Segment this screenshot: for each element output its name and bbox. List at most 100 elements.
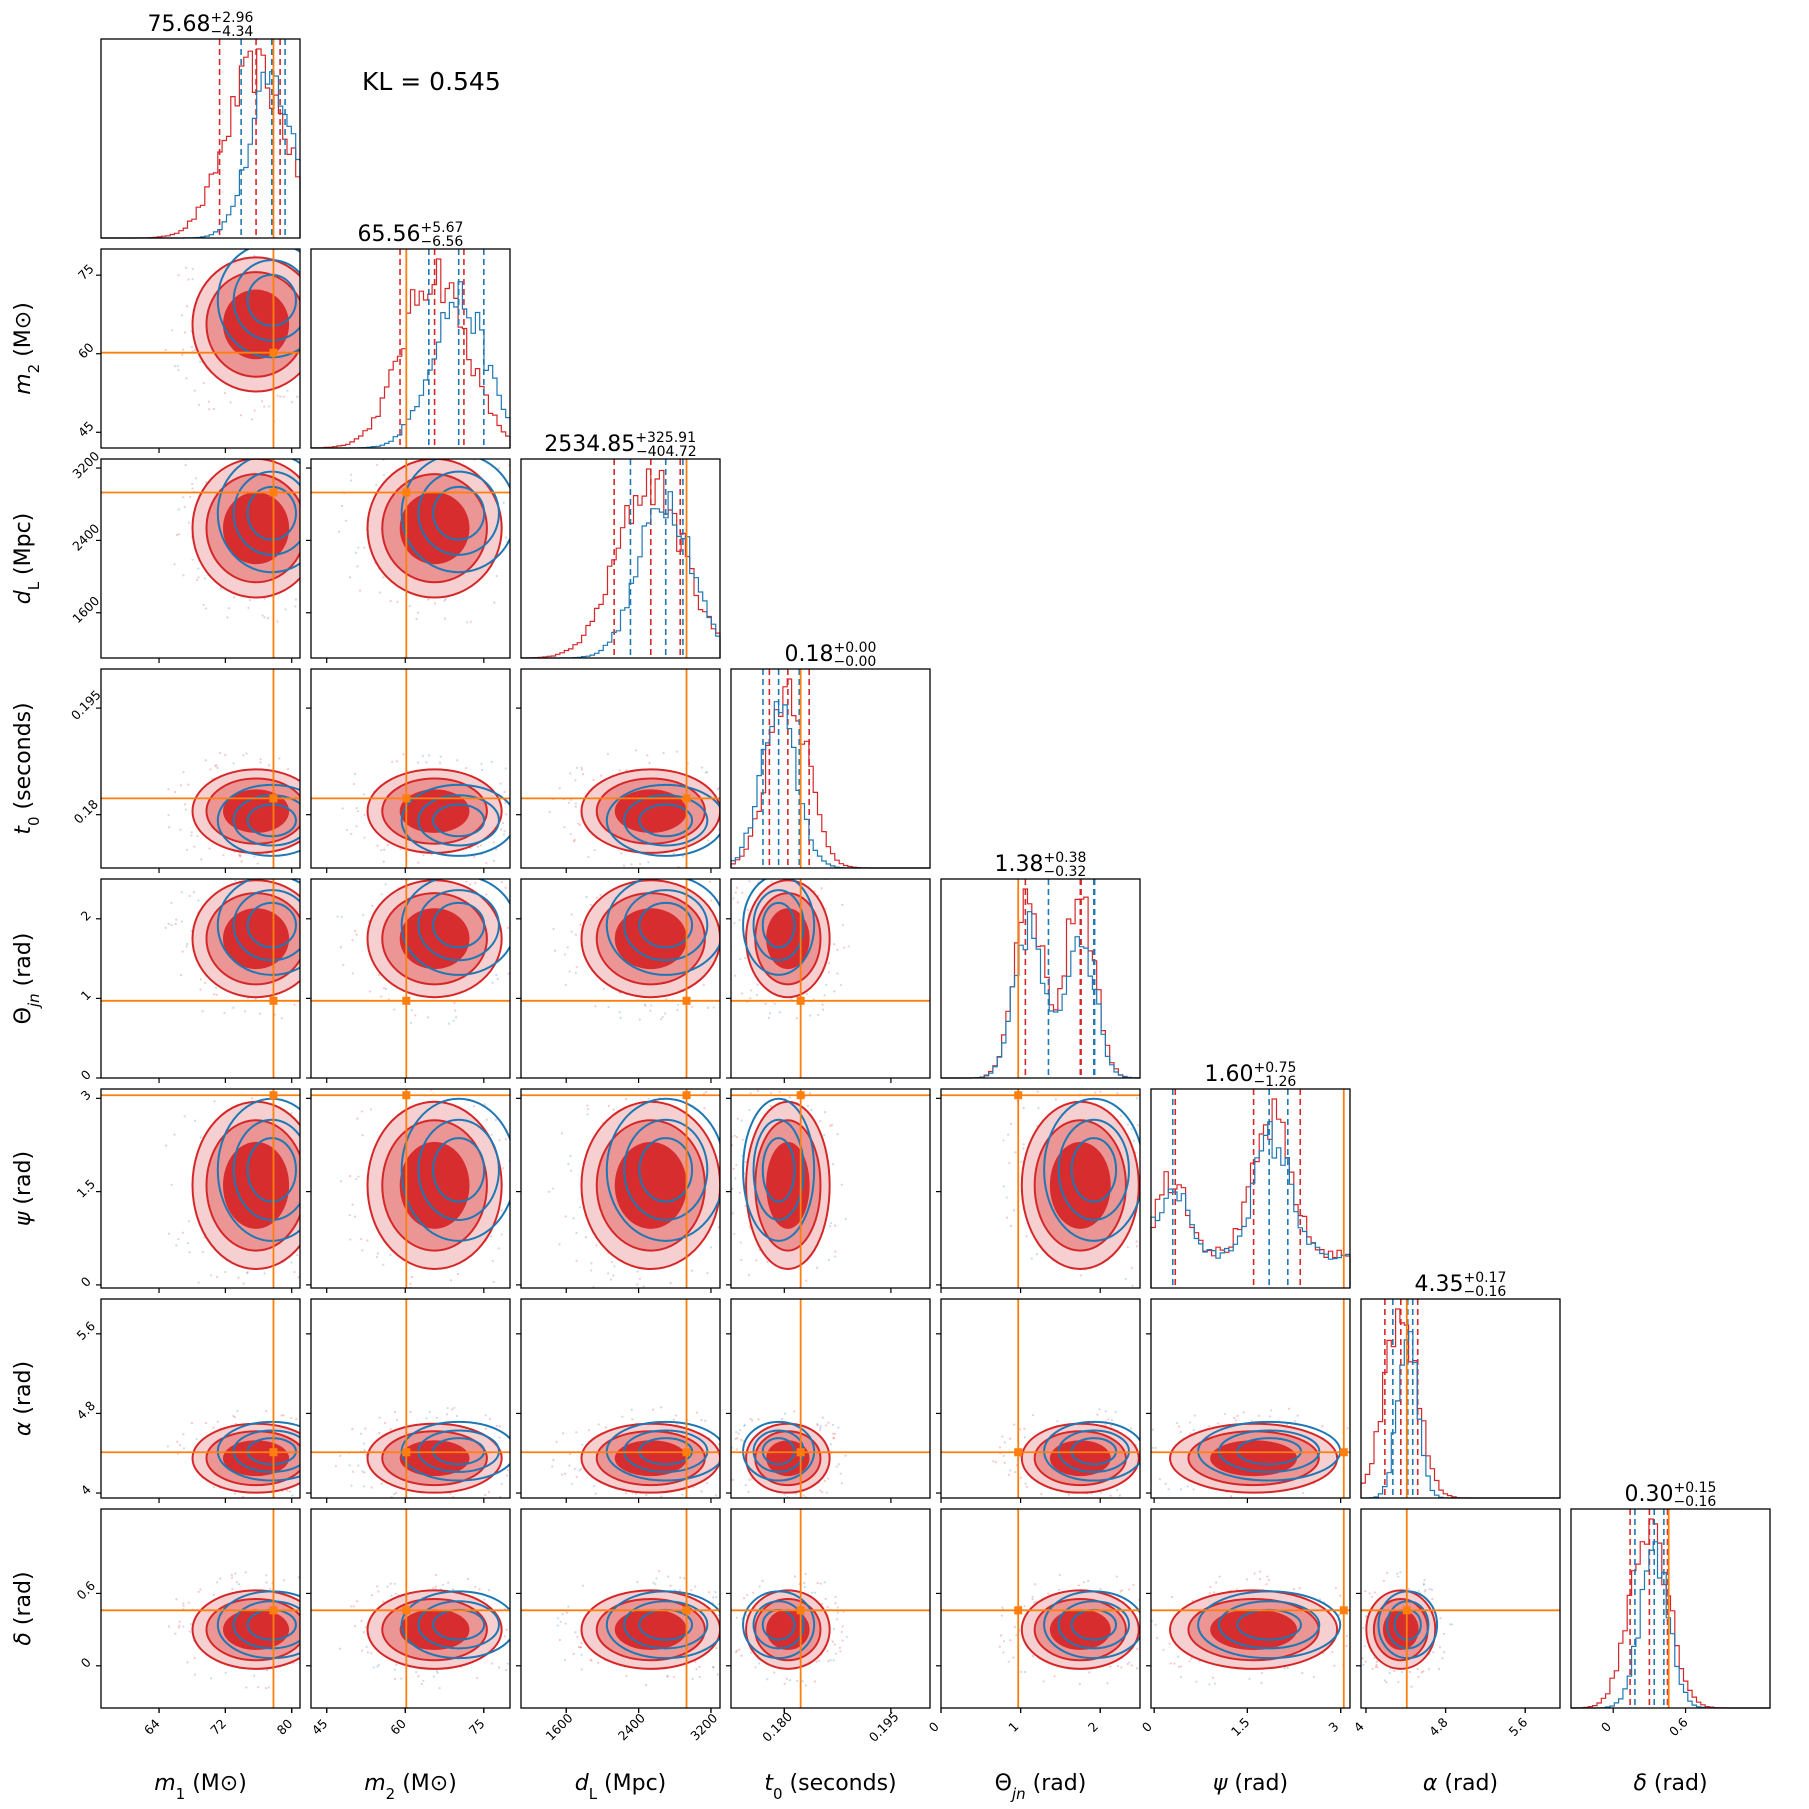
- contour-blue-1: [417, 794, 500, 847]
- contour-blue-0: [216, 783, 300, 857]
- hist-red-psi: [1150, 1098, 1351, 1288]
- scatter-panel-alpha-vs-psi: [1146, 1298, 1351, 1503]
- contour-blue-0: [400, 879, 510, 976]
- hist-panel-psi: 1.60+0.75 −1.26: [1150, 1060, 1351, 1289]
- contour-blue-2: [638, 1437, 694, 1466]
- truth-marker: [796, 996, 805, 1005]
- contour-blue-2: [432, 803, 486, 838]
- contour-blue-0: [1377, 1590, 1439, 1660]
- contour-blue-2: [432, 1137, 486, 1203]
- hist-panel-m1: 75.68+2.96 −4.34: [100, 10, 301, 239]
- ylabel-psi: ψ (rad): [11, 1151, 36, 1226]
- truth-marker: [269, 794, 278, 803]
- contour-blue-0: [742, 1420, 816, 1482]
- scatter-panel-t0-vs-m1: 0.180.195: [68, 668, 301, 873]
- contour-blue-1: [417, 1429, 500, 1473]
- contour-blue-2: [1070, 1437, 1118, 1466]
- truth-marker: [682, 1606, 691, 1615]
- xlabel-dL: dL (Mpc): [575, 1771, 667, 1803]
- scatter-panel-t0-vs-m2: [306, 668, 511, 873]
- hist-panel-dL: 2534.85+325.91 −404.72: [520, 430, 721, 659]
- truth-marker: [682, 1091, 691, 1100]
- truth-marker: [402, 488, 411, 497]
- contour-blue-0: [216, 1590, 300, 1660]
- hist-panel-m2: 65.56+5.67 −6.56: [310, 220, 511, 449]
- hist-blue-psi: [1150, 1121, 1351, 1288]
- contour-blue-1: [417, 1600, 500, 1650]
- contour-blue-1: [1218, 1600, 1321, 1650]
- contour-inner-red: [614, 1440, 687, 1477]
- contour-blue-0: [605, 783, 720, 857]
- hist-panel-delta: 0.30+0.15 −0.16: [1570, 1480, 1771, 1709]
- contour-blue-2: [246, 273, 297, 327]
- scatter-panel-psi-vs-m2: [306, 1088, 511, 1293]
- contour-blue-1: [1218, 1429, 1321, 1473]
- hist-red-m2: [310, 258, 511, 449]
- contour-blue-0: [742, 879, 816, 976]
- scatter-panel-theta_jn-vs-m1: 012: [78, 878, 301, 1083]
- contour-inner-red: [399, 492, 470, 565]
- contour-blue-1: [232, 470, 300, 556]
- truth-marker: [269, 1091, 278, 1100]
- scatter-panel-delta-vs-m1: 00.6: [73, 1508, 301, 1713]
- scatter-panel-theta_jn-vs-m2: [306, 878, 511, 1083]
- contour-blue-1: [232, 259, 300, 342]
- contour-blue-2: [761, 901, 796, 949]
- contour-blue-2: [761, 1437, 796, 1466]
- contour-blue-0: [400, 1420, 510, 1482]
- scatter-panel-delta-vs-m2: [306, 1508, 511, 1713]
- truth-marker: [402, 1091, 411, 1100]
- contour-blue-2: [761, 1137, 796, 1203]
- truth-marker: [402, 1448, 411, 1457]
- xlabel-theta_jn: Θjn (rad): [995, 1771, 1087, 1803]
- contour-blue-1: [623, 889, 709, 962]
- scatter-panel-delta-vs-t0: [726, 1508, 931, 1713]
- scatter-panel-theta_jn-vs-dL: [516, 878, 721, 1083]
- xlabel-alpha: α (rad): [1423, 1771, 1498, 1796]
- contour-inner-red: [1210, 1440, 1298, 1477]
- contour-inner-red: [1049, 1440, 1111, 1477]
- truth-marker: [1014, 1091, 1023, 1100]
- contour-blue-1: [623, 1429, 709, 1473]
- contour-blue-2: [638, 901, 694, 949]
- ylabel-theta_jn: Θjn (rad): [11, 933, 43, 1025]
- contour-blue-1: [623, 1600, 709, 1650]
- contour-blue-1: [1057, 1118, 1130, 1221]
- contour-inner-red: [399, 1440, 470, 1477]
- contour-blue-0: [400, 459, 510, 574]
- contour-blue-0: [400, 1097, 510, 1242]
- truth-marker: [269, 348, 278, 357]
- contour-blue-2: [432, 1437, 486, 1466]
- contour-blue-2: [1070, 1137, 1118, 1203]
- contour-inner-red: [399, 908, 470, 970]
- contour-blue-0: [400, 1590, 510, 1660]
- xlabel-t0: t0 (seconds): [764, 1771, 896, 1803]
- contour-blue-1: [623, 794, 709, 847]
- contour-blue-0: [216, 1420, 300, 1482]
- kl-divergence-text: KL = 0.545: [362, 67, 501, 96]
- contour-blue-1: [1057, 1600, 1130, 1650]
- hist-title-t0: 0.18+0.00 −0.00: [785, 640, 877, 670]
- truth-marker: [796, 1606, 805, 1615]
- truth-marker: [402, 1606, 411, 1615]
- xlabel-m2: m2 (M⊙): [364, 1771, 457, 1803]
- xlabel-psi: ψ (rad): [1213, 1771, 1288, 1796]
- scatter-panel-psi-vs-dL: [516, 1088, 721, 1293]
- contour-blue-2: [246, 485, 297, 541]
- contour-blue-1: [417, 1118, 500, 1221]
- hist-title-dL: 2534.85+325.91 −404.72: [544, 430, 696, 460]
- contour-blue-0: [605, 1420, 720, 1482]
- contour-blue-2: [246, 1437, 297, 1466]
- truth-marker: [269, 1606, 278, 1615]
- contour-blue-1: [417, 889, 500, 962]
- contour-blue-2: [246, 901, 297, 949]
- contour-blue-0: [605, 1590, 720, 1660]
- contour-inner-red: [766, 1141, 810, 1229]
- contour-blue-1: [232, 1429, 300, 1473]
- hist-red-dL: [520, 468, 721, 659]
- contour-blue-0: [216, 459, 300, 574]
- hist-panel-alpha: 4.35+0.17 −0.16: [1360, 1270, 1561, 1499]
- truth-marker: [1339, 1448, 1348, 1457]
- contour-blue-0: [1197, 1590, 1342, 1660]
